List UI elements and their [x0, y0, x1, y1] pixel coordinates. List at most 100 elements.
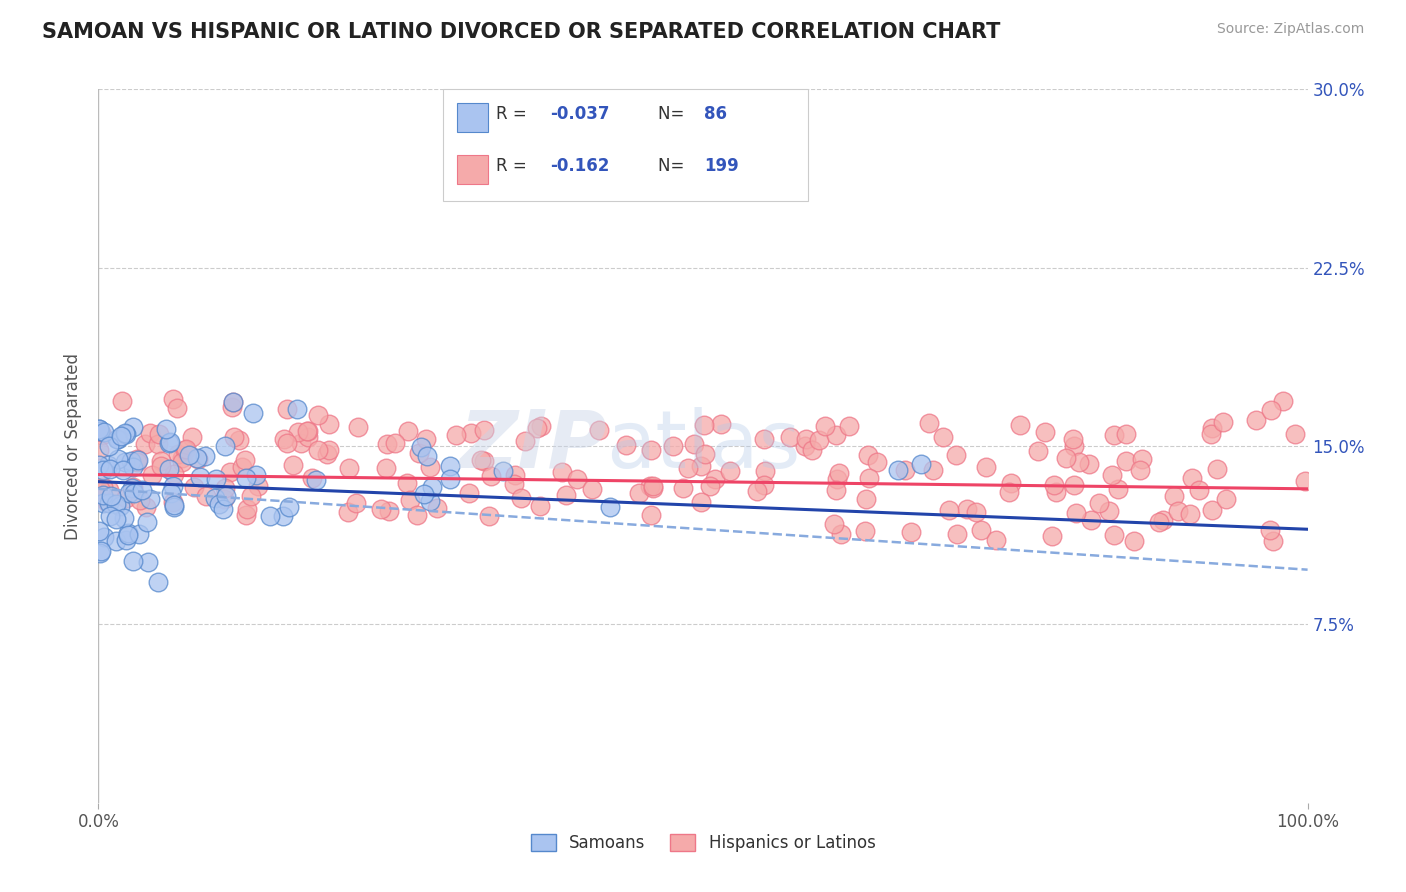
Text: -0.037: -0.037	[550, 104, 609, 123]
Point	[316, 447, 339, 461]
Point	[318, 417, 340, 431]
Point	[204, 491, 226, 505]
Point	[444, 428, 467, 442]
Point	[1077, 457, 1099, 471]
Point	[640, 508, 662, 522]
Text: Source: ZipAtlas.com: Source: ZipAtlas.com	[1216, 22, 1364, 37]
Point	[211, 502, 233, 516]
Point	[1272, 393, 1295, 408]
Point	[515, 434, 537, 449]
Point	[918, 417, 941, 431]
Point	[228, 434, 250, 448]
Point	[215, 489, 238, 503]
Point	[162, 392, 184, 407]
Point	[170, 450, 193, 465]
Point	[825, 472, 848, 486]
Point	[472, 423, 495, 437]
Point	[718, 463, 741, 477]
Point	[194, 489, 217, 503]
Point	[222, 395, 245, 409]
Point	[932, 430, 955, 444]
Point	[122, 486, 145, 500]
Point	[100, 489, 122, 503]
Point	[1163, 489, 1185, 503]
Point	[1201, 421, 1223, 435]
Point	[89, 546, 111, 560]
Point	[122, 460, 145, 475]
Point	[1246, 413, 1268, 427]
Point	[163, 499, 186, 513]
Point	[641, 481, 664, 495]
Text: ZIP: ZIP	[458, 407, 606, 485]
Point	[188, 470, 211, 484]
Point	[823, 517, 845, 532]
Text: N=: N=	[658, 157, 689, 175]
Point	[121, 553, 143, 567]
Point	[214, 481, 236, 495]
Point	[478, 508, 501, 523]
Point	[136, 516, 159, 530]
Point	[1199, 427, 1222, 442]
Point	[91, 427, 114, 442]
Point	[346, 420, 368, 434]
Point	[408, 446, 430, 460]
Point	[640, 442, 662, 457]
Point	[305, 473, 328, 487]
Point	[163, 467, 186, 482]
Point	[1054, 450, 1077, 465]
Point	[699, 479, 721, 493]
Point	[965, 505, 987, 519]
Point	[285, 401, 308, 416]
Point	[415, 433, 437, 447]
Text: R =: R =	[496, 157, 533, 175]
Text: N=: N=	[658, 104, 689, 123]
Point	[830, 527, 852, 541]
Point	[754, 465, 776, 479]
Y-axis label: Divorced or Separated: Divorced or Separated	[65, 352, 83, 540]
Point	[526, 421, 548, 435]
Point	[1064, 506, 1087, 520]
Point	[97, 439, 120, 453]
Point	[1123, 533, 1146, 548]
Point	[93, 496, 115, 510]
Point	[236, 502, 259, 516]
Point	[1098, 503, 1121, 517]
Point	[193, 449, 215, 463]
Point	[162, 495, 184, 509]
Point	[1284, 427, 1306, 442]
Point	[97, 496, 120, 510]
Point	[416, 449, 439, 463]
Point	[155, 422, 177, 436]
Point	[149, 453, 172, 467]
Point	[1261, 534, 1284, 549]
Point	[641, 479, 664, 493]
Point	[894, 463, 917, 477]
Point	[1062, 432, 1084, 446]
Point	[1215, 492, 1237, 507]
Point	[599, 500, 621, 514]
Point	[1167, 504, 1189, 518]
Point	[221, 401, 243, 415]
Point	[374, 461, 396, 475]
Point	[259, 509, 281, 524]
Point	[1130, 452, 1153, 467]
Point	[87, 524, 110, 538]
Point	[1102, 528, 1125, 542]
Point	[121, 481, 143, 495]
Point	[502, 476, 524, 491]
Point	[378, 503, 401, 517]
Point	[1294, 474, 1316, 488]
Point	[277, 500, 299, 515]
Point	[138, 492, 160, 507]
Point	[1115, 454, 1137, 468]
Point	[87, 422, 110, 436]
Point	[662, 439, 685, 453]
Point	[245, 468, 267, 483]
Point	[794, 439, 817, 453]
Point	[530, 419, 553, 434]
Point	[297, 430, 319, 444]
Text: 199: 199	[704, 157, 740, 175]
Point	[509, 491, 531, 506]
Point	[214, 439, 236, 453]
Point	[399, 493, 422, 508]
